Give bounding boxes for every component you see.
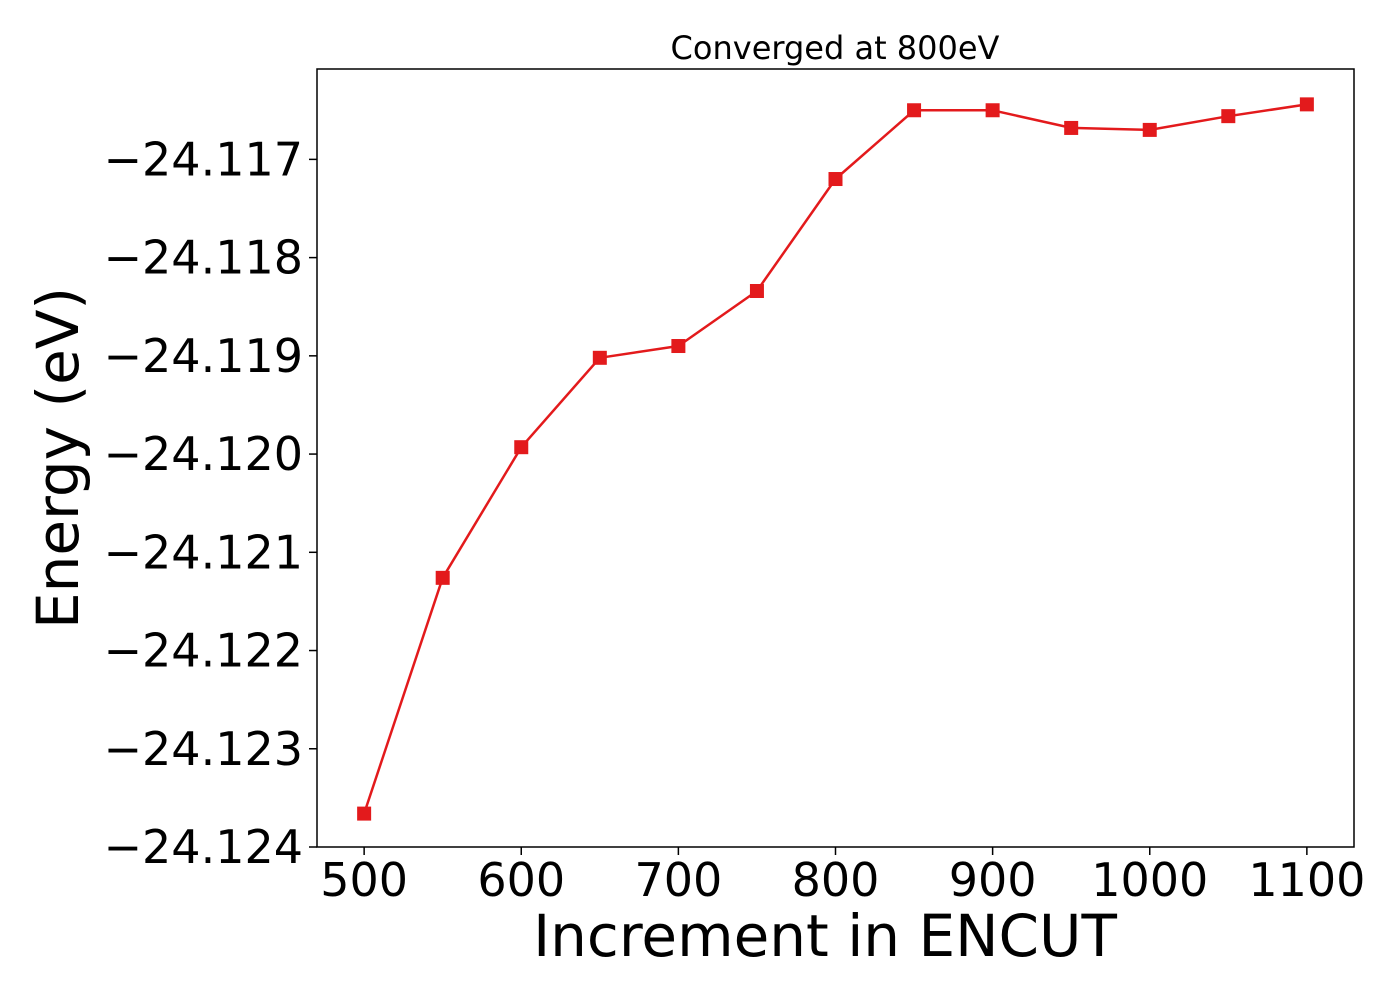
y-tick-label: −24.124 [104, 820, 304, 874]
data-point [592, 350, 607, 365]
data-point [907, 103, 922, 118]
y-tick-label: −24.117 [104, 132, 304, 186]
y-tick-label: −24.123 [104, 722, 304, 776]
y-tick-label: −24.119 [104, 329, 304, 383]
y-tick-label: −24.120 [104, 427, 304, 481]
data-point [671, 339, 686, 354]
y-tick-label: −24.122 [104, 624, 304, 678]
x-tick-label: 500 [320, 853, 408, 907]
data-point [1064, 120, 1079, 135]
y-axis-title: Energy (eV) [24, 287, 92, 629]
x-tick-label: 1000 [1091, 853, 1208, 907]
data-point [1142, 122, 1157, 137]
series-layer [357, 97, 1314, 821]
data-point [828, 172, 843, 187]
data-point [1299, 97, 1314, 112]
y-tick-label: −24.118 [104, 231, 304, 285]
x-tick-label: 1100 [1248, 853, 1365, 907]
x-tick-label: 900 [949, 853, 1037, 907]
data-point [357, 806, 372, 821]
chart-title: Converged at 800eV [671, 29, 1000, 67]
x-axis-title: Increment in ENCUT [533, 902, 1117, 970]
x-tick-label: 800 [792, 853, 880, 907]
data-point [1221, 109, 1236, 124]
series-line [362, 103, 1308, 814]
data-point [985, 103, 1000, 118]
data-point [435, 570, 450, 585]
data-point [749, 284, 764, 299]
x-tick-label: 700 [634, 853, 722, 907]
data-point [514, 440, 529, 455]
y-axis: −24.117 −24.118 −24.119 −24.120 −24.121 −24.1… [104, 132, 317, 874]
y-tick-label: −24.121 [104, 525, 304, 579]
x-axis: 500 600 700 800 900 1000 1100 [320, 847, 1365, 907]
x-tick-label: 600 [477, 853, 565, 907]
